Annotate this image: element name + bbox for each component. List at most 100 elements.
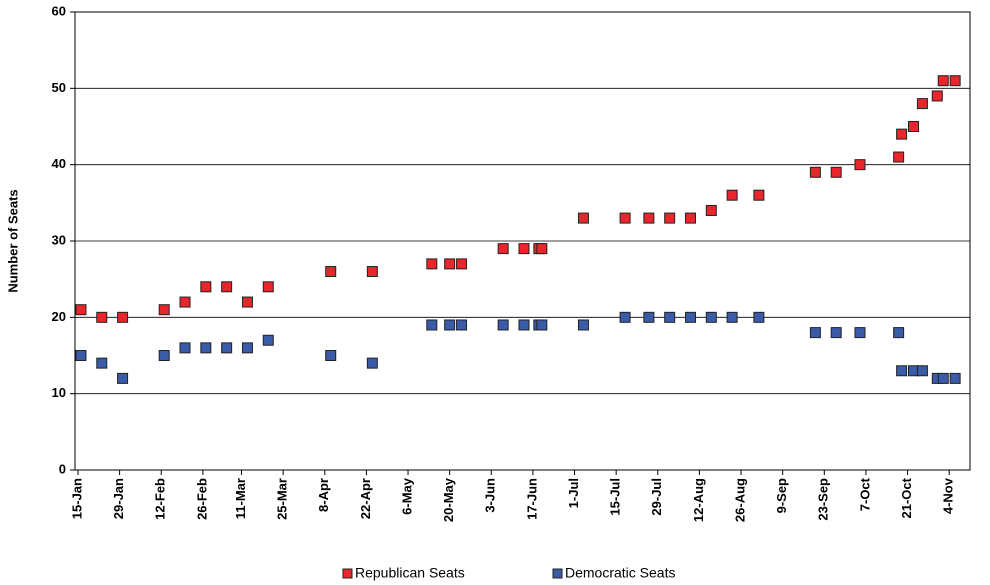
x-tick-label: 29-Jan <box>111 478 126 519</box>
data-point <box>117 311 129 323</box>
data-point <box>426 258 438 270</box>
y-tick-label: 30 <box>52 232 66 247</box>
data-point <box>664 212 676 224</box>
x-tick-label: 23-Sep <box>816 478 831 521</box>
data-point <box>619 212 631 224</box>
data-point <box>931 90 943 102</box>
legend-swatch <box>342 568 353 579</box>
x-tick-label: 4-Nov <box>941 477 956 514</box>
data-point <box>577 319 589 331</box>
x-tick-label: 9-Sep <box>774 478 789 513</box>
x-tick-label: 25-Mar <box>275 478 290 520</box>
data-point <box>497 319 509 331</box>
data-point <box>262 334 274 346</box>
data-point <box>753 189 765 201</box>
x-tick-label: 3-Jun <box>483 478 498 513</box>
data-point <box>705 204 717 216</box>
x-tick-label: 12-Aug <box>691 478 706 522</box>
data-point <box>221 342 233 354</box>
data-point <box>117 372 129 384</box>
data-point <box>366 266 378 278</box>
data-point <box>643 311 655 323</box>
data-point <box>830 327 842 339</box>
data-point <box>705 311 717 323</box>
x-tick-label: 21-Oct <box>899 477 914 518</box>
data-point <box>456 319 468 331</box>
data-point <box>497 243 509 255</box>
data-point <box>241 342 253 354</box>
legend-label: Republican Seats <box>355 565 465 581</box>
data-point <box>726 311 738 323</box>
data-point <box>96 311 108 323</box>
data-point <box>75 304 87 316</box>
data-point <box>518 319 530 331</box>
data-point <box>221 281 233 293</box>
data-point <box>809 327 821 339</box>
legend-swatch <box>552 568 563 579</box>
x-tick-label: 22-Apr <box>358 478 373 519</box>
y-tick-label: 50 <box>52 80 66 95</box>
data-point <box>444 319 456 331</box>
y-tick-label: 60 <box>52 3 66 18</box>
x-tick-label: 6-May <box>399 477 414 515</box>
x-tick-label: 26-Aug <box>732 478 747 522</box>
data-point <box>179 342 191 354</box>
data-point <box>536 243 548 255</box>
data-point <box>200 281 212 293</box>
data-point <box>577 212 589 224</box>
data-point <box>937 372 949 384</box>
x-tick-label: 15-Jul <box>608 478 623 516</box>
data-point <box>518 243 530 255</box>
data-point <box>684 311 696 323</box>
data-point <box>893 151 905 163</box>
data-point <box>536 319 548 331</box>
data-point <box>96 357 108 369</box>
x-tick-label: 17-Jun <box>524 478 539 520</box>
x-tick-label: 12-Feb <box>153 478 168 520</box>
x-tick-label: 15-Jan <box>69 478 84 519</box>
x-tick-label: 20-May <box>441 477 456 522</box>
x-tick-label: 1-Jul <box>566 478 581 508</box>
plot-frame <box>74 11 971 471</box>
data-point <box>916 365 928 377</box>
data-point <box>896 128 908 140</box>
data-point <box>325 266 337 278</box>
data-point <box>753 311 765 323</box>
data-point <box>426 319 438 331</box>
data-point <box>726 189 738 201</box>
y-tick-label: 40 <box>52 156 66 171</box>
data-point <box>643 212 655 224</box>
y-tick-label: 0 <box>59 461 66 476</box>
data-point <box>830 166 842 178</box>
data-point <box>664 311 676 323</box>
x-tick-label: 26-Feb <box>194 478 209 520</box>
legend-label: Democratic Seats <box>565 565 675 581</box>
data-point <box>809 166 821 178</box>
data-point <box>854 159 866 171</box>
data-point <box>854 327 866 339</box>
x-tick-label: 11-Mar <box>233 478 248 519</box>
x-tick-label: 29-Jul <box>649 478 664 516</box>
data-point <box>893 327 905 339</box>
data-point <box>916 98 928 110</box>
data-point <box>200 342 212 354</box>
data-point <box>949 372 961 384</box>
data-point <box>366 357 378 369</box>
x-tick-label: 8-Apr <box>316 478 331 512</box>
data-point <box>444 258 456 270</box>
data-point <box>949 75 961 87</box>
data-point <box>937 75 949 87</box>
data-point <box>908 121 920 132</box>
data-point <box>262 281 274 293</box>
data-point <box>456 258 468 270</box>
data-point <box>179 296 191 308</box>
data-point <box>158 304 170 316</box>
y-axis-title: Number of Seats <box>5 189 20 292</box>
data-point <box>75 350 87 361</box>
data-point <box>241 296 253 308</box>
data-point <box>325 350 337 361</box>
x-tick-label: 7-Oct <box>857 477 872 511</box>
data-point <box>158 350 170 361</box>
data-point <box>684 212 696 224</box>
